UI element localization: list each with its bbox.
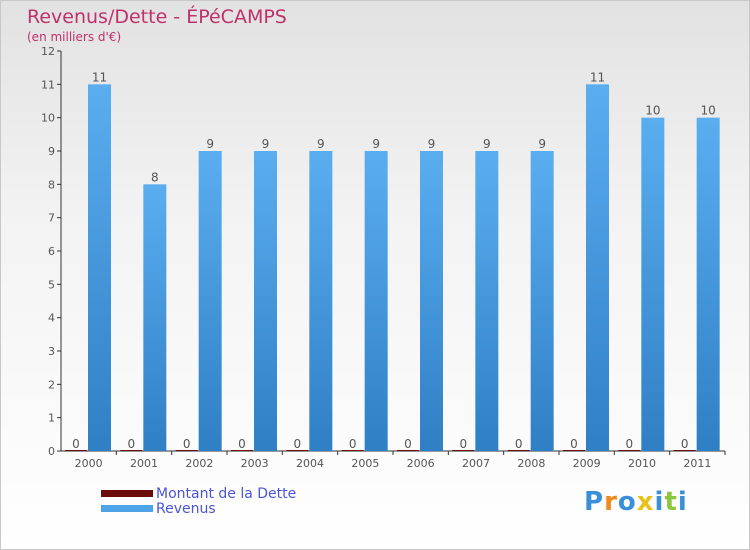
y-tick-label: 8 bbox=[48, 178, 55, 191]
data-label-revenus: 9 bbox=[317, 137, 325, 151]
x-tick-label: 2005 bbox=[351, 457, 379, 470]
y-tick-label: 7 bbox=[48, 212, 55, 225]
bar-revenus bbox=[88, 84, 111, 451]
data-label-revenus: 11 bbox=[590, 70, 605, 84]
logo-letter: t bbox=[664, 487, 678, 517]
y-tick-label: 11 bbox=[41, 78, 55, 91]
data-label-dette: 0 bbox=[515, 437, 523, 451]
y-tick-label: 9 bbox=[48, 145, 55, 158]
data-label-revenus: 11 bbox=[92, 70, 107, 84]
y-tick-label: 12 bbox=[41, 45, 55, 58]
bar-dette bbox=[618, 450, 641, 451]
y-tick-label: 2 bbox=[48, 378, 55, 391]
y-tick-label: 6 bbox=[48, 245, 55, 258]
x-tick-label: 2002 bbox=[185, 457, 213, 470]
logo-letter: i bbox=[677, 487, 688, 517]
bar-dette bbox=[397, 450, 419, 451]
x-tick-label: 2004 bbox=[296, 457, 324, 470]
data-label-revenus: 10 bbox=[701, 104, 716, 118]
bar-dette bbox=[563, 450, 585, 451]
data-label-dette: 0 bbox=[570, 437, 578, 451]
data-label-dette: 0 bbox=[294, 437, 302, 451]
x-tick-label: 2003 bbox=[241, 457, 269, 470]
y-tick-label: 5 bbox=[48, 278, 55, 291]
logo-letter: o bbox=[617, 487, 637, 517]
logo-letter: x bbox=[636, 487, 655, 517]
bar-dette bbox=[673, 450, 696, 451]
logo-letter: i bbox=[654, 487, 665, 517]
legend-swatch-revenus bbox=[101, 505, 153, 512]
bar-dette bbox=[452, 450, 475, 451]
x-tick-label: 2001 bbox=[130, 457, 158, 470]
y-tick-label: 10 bbox=[41, 112, 55, 125]
data-label-dette: 0 bbox=[128, 437, 136, 451]
bar-revenus bbox=[420, 151, 443, 451]
bar-revenus bbox=[475, 151, 499, 451]
legend-swatch-dette bbox=[101, 490, 153, 497]
bar-revenus bbox=[254, 151, 277, 451]
data-label-revenus: 9 bbox=[483, 137, 491, 151]
data-label-dette: 0 bbox=[681, 437, 689, 451]
chart-title: Revenus/Dette - ÉPéCAMPS bbox=[27, 6, 287, 28]
bar-dette bbox=[286, 450, 309, 451]
x-tick-label: 2010 bbox=[628, 457, 656, 470]
bar-dette bbox=[507, 450, 530, 451]
data-label-dette: 0 bbox=[404, 437, 412, 451]
bar-revenus bbox=[641, 117, 665, 452]
x-tick-label: 2011 bbox=[683, 457, 711, 470]
x-tick-label: 2000 bbox=[75, 457, 103, 470]
data-label-revenus: 9 bbox=[262, 137, 270, 151]
data-label-revenus: 10 bbox=[645, 104, 660, 118]
bar-revenus bbox=[143, 184, 167, 452]
y-tick-label: 3 bbox=[48, 345, 55, 358]
bar-revenus bbox=[530, 151, 554, 451]
x-tick-label: 2008 bbox=[517, 457, 545, 470]
bar-revenus bbox=[586, 84, 609, 451]
logo-letter: r bbox=[604, 487, 618, 517]
y-tick-label: 4 bbox=[48, 312, 55, 325]
logo-letter: P bbox=[584, 487, 605, 517]
bar-revenus bbox=[696, 117, 720, 452]
data-label-revenus: 8 bbox=[151, 170, 159, 184]
bar-revenus bbox=[198, 151, 222, 451]
bar-revenus bbox=[364, 151, 388, 451]
x-tick-label: 2006 bbox=[407, 457, 435, 470]
proxiti-logo: Proxiti bbox=[584, 487, 688, 517]
data-label-dette: 0 bbox=[460, 437, 468, 451]
data-label-dette: 0 bbox=[626, 437, 634, 451]
legend-label-dette: Montant de la Dette bbox=[156, 486, 297, 502]
bar-dette bbox=[120, 450, 143, 451]
bar-revenus bbox=[309, 151, 333, 451]
data-label-revenus: 9 bbox=[206, 137, 214, 151]
bar-dette bbox=[341, 450, 364, 451]
x-tick-label: 2009 bbox=[573, 457, 601, 470]
data-label-revenus: 9 bbox=[538, 137, 546, 151]
chart-subtitle: (en milliers d'€) bbox=[27, 30, 122, 44]
bar-dette bbox=[175, 450, 198, 451]
y-tick-label: 0 bbox=[48, 445, 55, 458]
y-tick-label: 1 bbox=[48, 412, 55, 425]
data-label-revenus: 9 bbox=[372, 137, 380, 151]
data-label-dette: 0 bbox=[72, 437, 80, 451]
bar-dette bbox=[65, 450, 87, 451]
data-label-dette: 0 bbox=[349, 437, 357, 451]
legend-label-revenus: Revenus bbox=[156, 501, 216, 517]
data-label-dette: 0 bbox=[238, 437, 246, 451]
x-tick-label: 2007 bbox=[462, 457, 490, 470]
data-label-dette: 0 bbox=[183, 437, 191, 451]
data-label-revenus: 9 bbox=[428, 137, 436, 151]
bar-dette bbox=[231, 450, 253, 451]
